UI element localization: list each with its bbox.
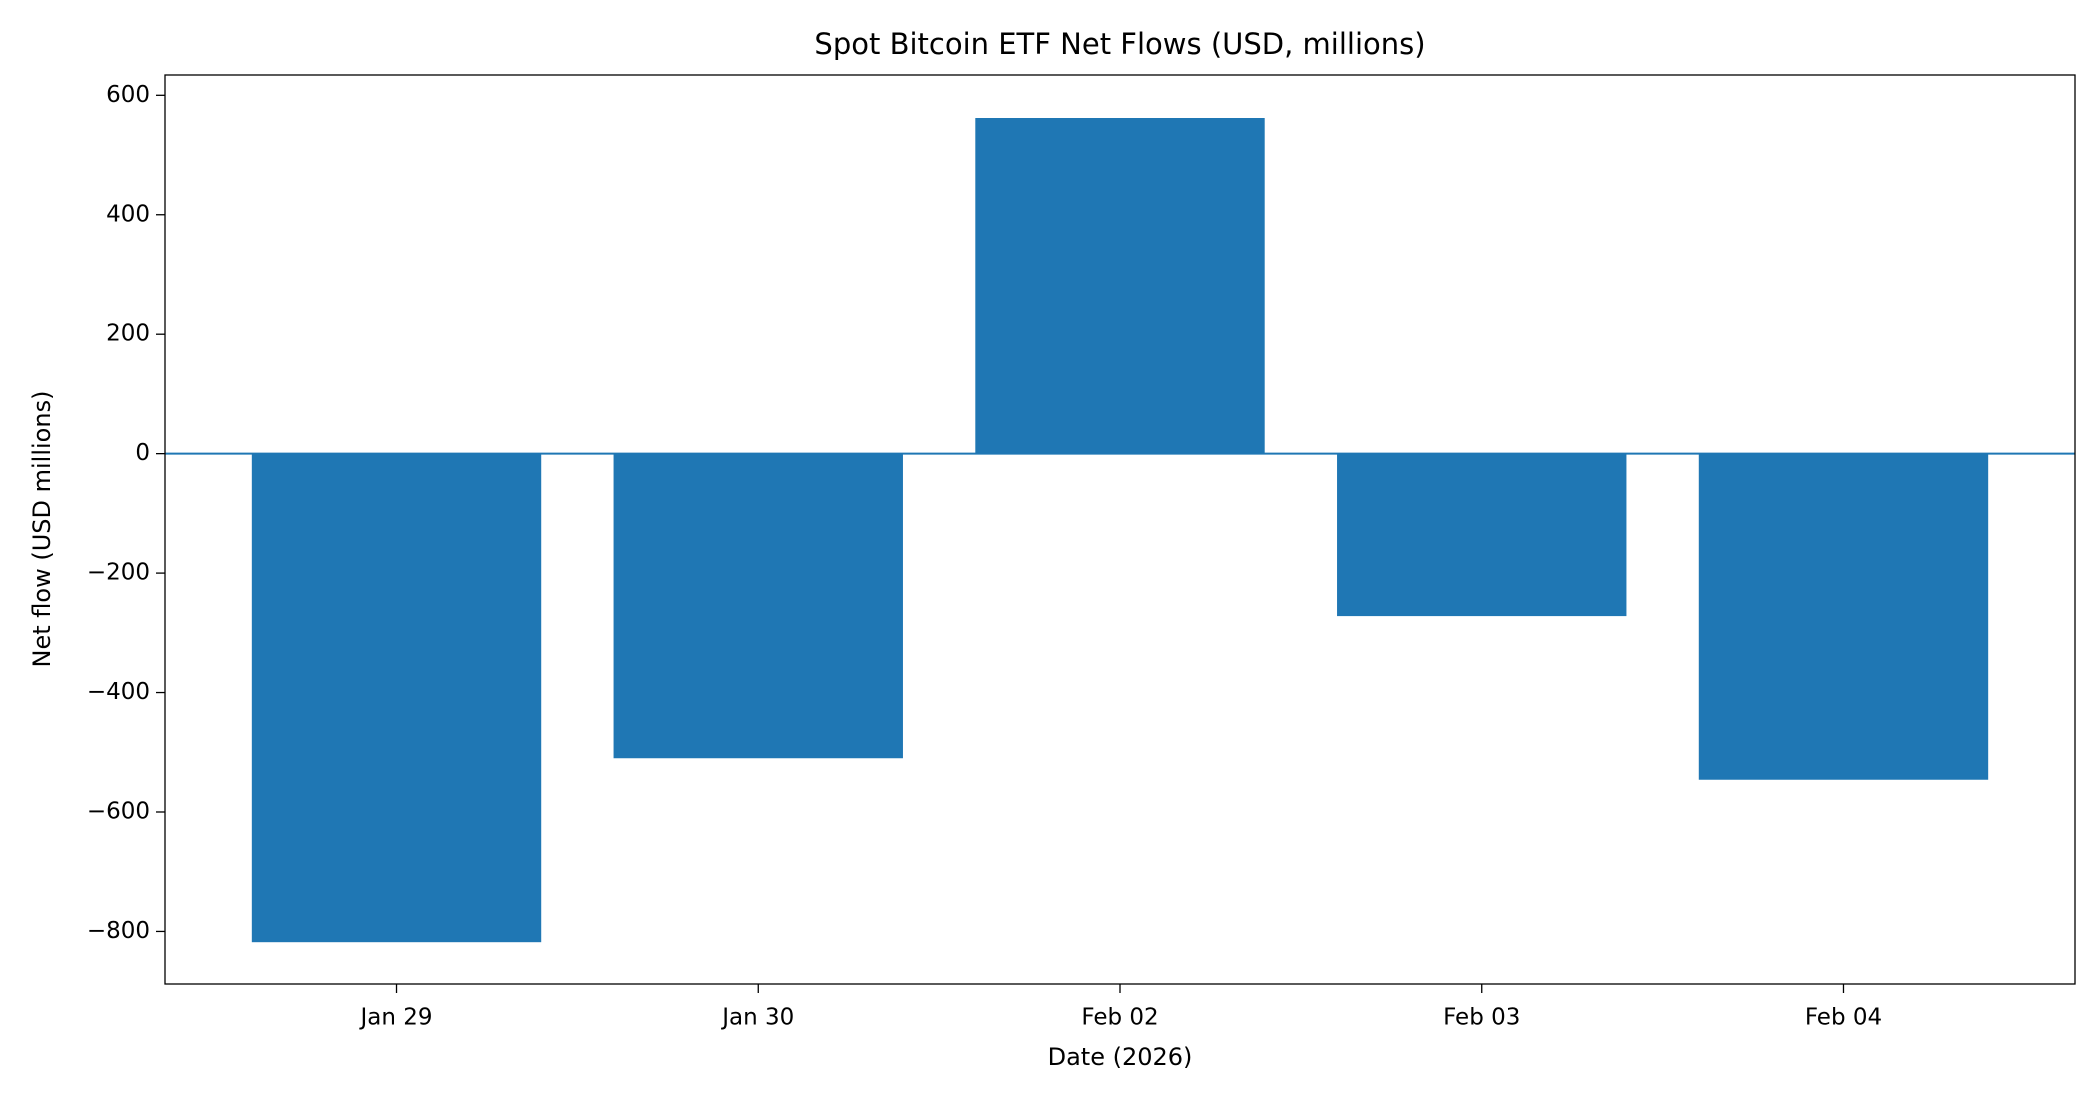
bar: [251, 453, 542, 943]
y-tick-label: −400: [87, 679, 150, 705]
y-tick-label: 600: [106, 82, 150, 108]
x-tick-label: Feb 02: [1081, 1005, 1158, 1031]
y-tick-label: 0: [135, 440, 150, 466]
bar: [1337, 453, 1627, 617]
bar: [975, 118, 1265, 454]
x-tick-label: Jan 29: [358, 1005, 432, 1031]
x-axis-label: Date (2026): [1048, 1043, 1193, 1071]
plot-frame: [164, 74, 2076, 985]
chart-title: Spot Bitcoin ETF Net Flows (USD, million…: [814, 27, 1425, 61]
y-tick-label: −600: [87, 798, 150, 824]
y-tick-label: −800: [87, 918, 150, 944]
y-tick-label: −200: [87, 560, 150, 586]
x-tick-label: Feb 04: [1805, 1005, 1882, 1031]
y-axis-label: Net flow (USD millions): [28, 391, 56, 668]
y-tick-label: 400: [106, 201, 150, 227]
bar: [1698, 453, 1989, 780]
bar: [613, 453, 903, 759]
x-tick-label: Feb 03: [1443, 1005, 1520, 1031]
y-tick-label: 200: [106, 321, 150, 347]
x-tick-label: Jan 30: [720, 1005, 794, 1031]
